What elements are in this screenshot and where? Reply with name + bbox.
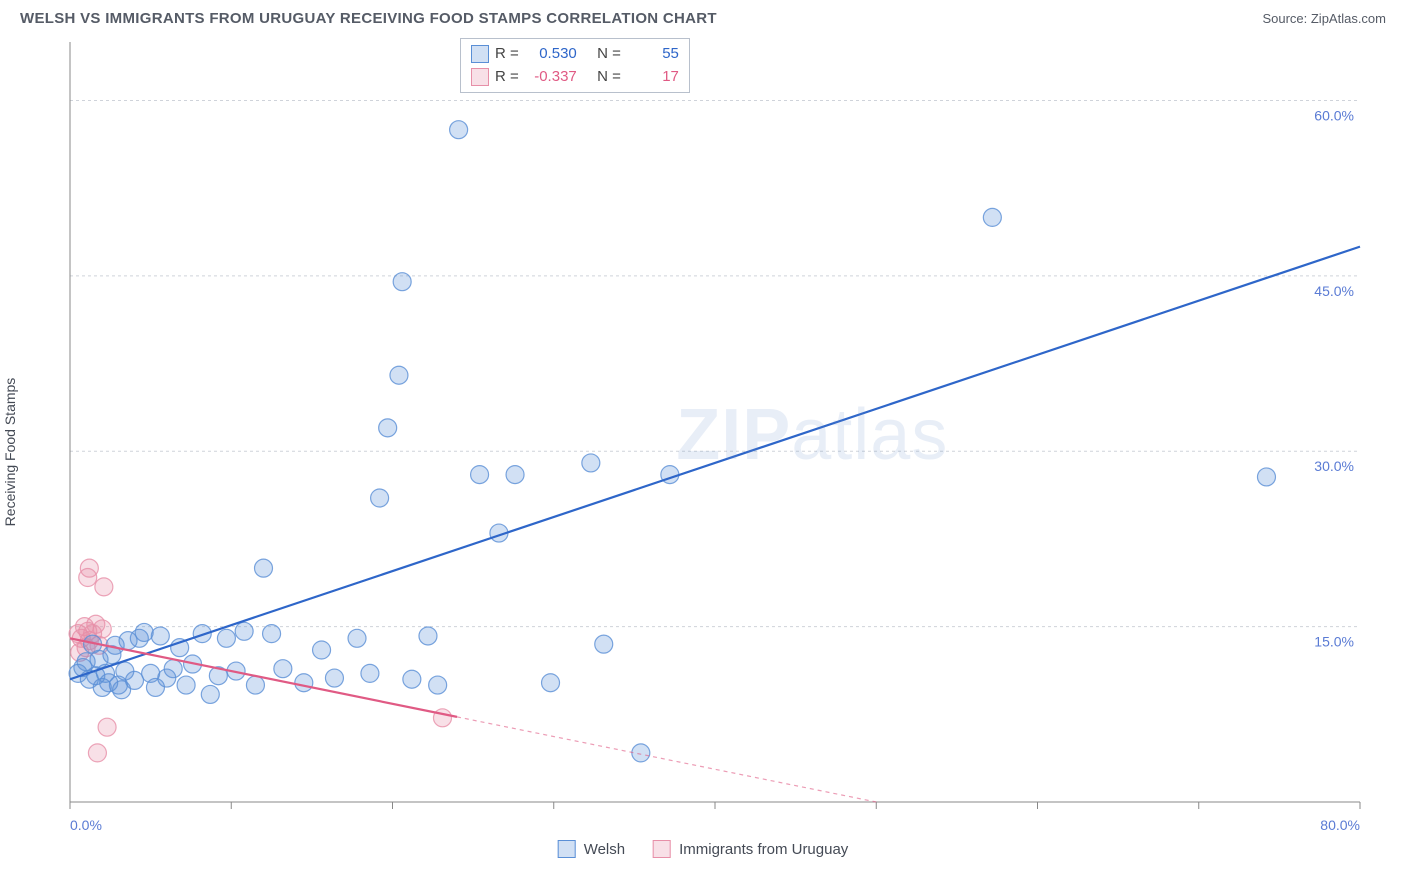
data-point <box>151 627 169 645</box>
swatch-welsh <box>471 45 489 63</box>
data-point <box>325 669 343 687</box>
data-point <box>98 718 116 736</box>
svg-text:0.0%: 0.0% <box>70 817 102 833</box>
svg-text:60.0%: 60.0% <box>1314 107 1354 123</box>
data-point <box>274 660 292 678</box>
data-point <box>313 641 331 659</box>
swatch-uruguay <box>653 840 671 858</box>
data-point <box>983 208 1001 226</box>
data-point <box>419 627 437 645</box>
data-point <box>632 744 650 762</box>
data-point <box>177 676 195 694</box>
data-point <box>235 622 253 640</box>
series-legend: Welsh Immigrants from Uruguay <box>558 840 849 858</box>
svg-text:80.0%: 80.0% <box>1320 817 1360 833</box>
chart-container: Receiving Food Stamps ZIPatlas 0.0%80.0%… <box>20 32 1386 872</box>
data-point <box>348 629 366 647</box>
legend-label-welsh: Welsh <box>584 841 625 858</box>
legend-item-welsh: Welsh <box>558 840 625 858</box>
swatch-welsh <box>558 840 576 858</box>
data-point <box>263 625 281 643</box>
data-point <box>506 466 524 484</box>
data-point <box>371 489 389 507</box>
y-axis-label: Receiving Food Stamps <box>2 378 18 527</box>
data-point <box>429 676 447 694</box>
data-point <box>390 366 408 384</box>
r-label: R = <box>495 43 519 66</box>
data-point <box>542 674 560 692</box>
legend-item-uruguay: Immigrants from Uruguay <box>653 840 848 858</box>
source-prefix: Source: <box>1262 11 1310 26</box>
data-point <box>361 664 379 682</box>
data-point <box>393 273 411 291</box>
legend-label-uruguay: Immigrants from Uruguay <box>679 841 848 858</box>
data-point <box>164 660 182 678</box>
stats-row-welsh: R = 0.530 N = 55 <box>471 43 679 66</box>
data-point <box>95 578 113 596</box>
data-point <box>201 685 219 703</box>
svg-text:30.0%: 30.0% <box>1314 458 1354 474</box>
data-point <box>595 635 613 653</box>
swatch-uruguay <box>471 68 489 86</box>
data-point <box>246 676 264 694</box>
svg-text:15.0%: 15.0% <box>1314 634 1354 650</box>
data-point <box>217 629 235 647</box>
n-value-welsh: 55 <box>627 43 679 66</box>
data-point <box>403 670 421 688</box>
data-point <box>126 671 144 689</box>
trend-line-extrapolated <box>457 717 876 802</box>
data-point <box>1257 468 1275 486</box>
data-point <box>295 674 313 692</box>
n-label: N = <box>597 43 621 66</box>
stats-legend: R = 0.530 N = 55 R = -0.337 N = 17 <box>460 38 690 93</box>
data-point <box>88 744 106 762</box>
data-point <box>433 709 451 727</box>
data-point <box>471 466 489 484</box>
r-label: R = <box>495 66 519 89</box>
data-point <box>135 623 153 641</box>
page-title: WELSH VS IMMIGRANTS FROM URUGUAY RECEIVI… <box>20 10 717 27</box>
source-attribution: Source: ZipAtlas.com <box>1262 11 1386 26</box>
scatter-chart: 0.0% 80.0% 15.0% 30.0% 45.0% 60.0% <box>20 32 1386 872</box>
data-point <box>255 559 273 577</box>
r-value-welsh: 0.530 <box>525 43 577 66</box>
n-value-uruguay: 17 <box>627 66 679 89</box>
data-point <box>582 454 600 472</box>
data-point <box>80 559 98 577</box>
data-point <box>379 419 397 437</box>
trend-line <box>70 247 1360 680</box>
n-label: N = <box>597 66 621 89</box>
svg-text:45.0%: 45.0% <box>1314 283 1354 299</box>
stats-row-uruguay: R = -0.337 N = 17 <box>471 66 679 89</box>
data-point <box>450 121 468 139</box>
r-value-uruguay: -0.337 <box>525 66 577 89</box>
source-name: ZipAtlas.com <box>1311 11 1386 26</box>
